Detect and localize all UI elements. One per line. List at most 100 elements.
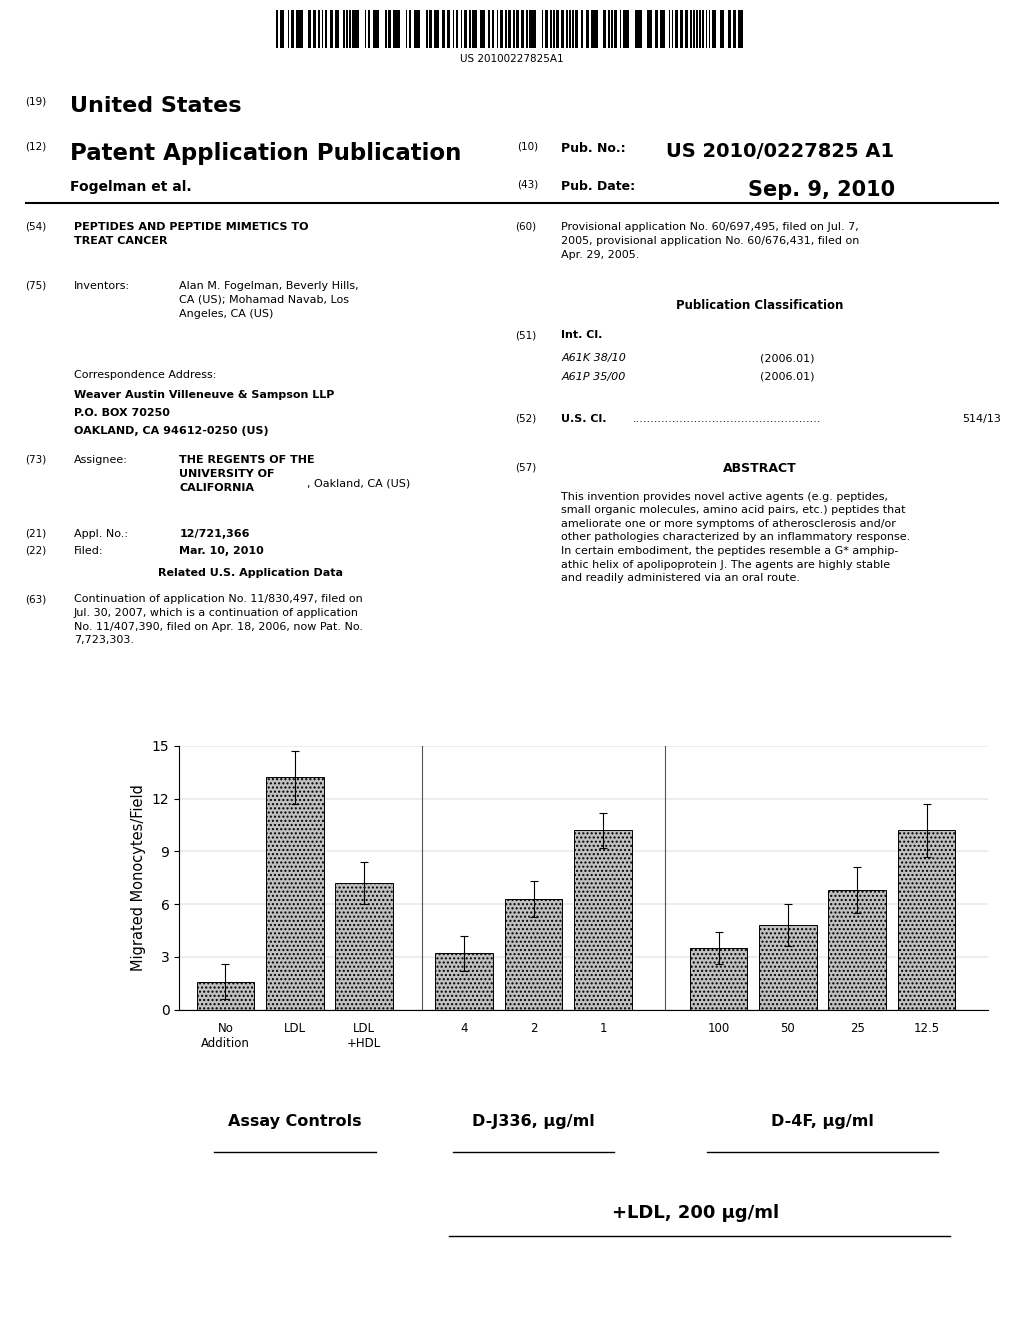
Text: (12): (12): [26, 143, 47, 152]
Text: Mar. 10, 2010: Mar. 10, 2010: [179, 545, 264, 556]
Bar: [414, 9, 421, 48]
Text: 100: 100: [708, 1022, 730, 1035]
Bar: [575, 9, 579, 48]
Text: 4: 4: [461, 1022, 468, 1035]
Bar: [505, 899, 562, 1010]
Text: (21): (21): [26, 528, 47, 539]
Bar: [492, 9, 495, 48]
Bar: [266, 777, 324, 1010]
Text: Alan M. Fogelman, Beverly Hills,
CA (US); Mohamad Navab, Los
Angeles, CA (US): Alan M. Fogelman, Beverly Hills, CA (US)…: [179, 281, 358, 319]
Text: United States: United States: [70, 96, 241, 116]
Text: +LDL, 200 μg/ml: +LDL, 200 μg/ml: [611, 1204, 779, 1222]
Text: Appl. No.:: Appl. No.:: [74, 528, 128, 539]
Bar: [647, 9, 651, 48]
Bar: [690, 9, 692, 48]
Bar: [669, 9, 671, 48]
Text: (51): (51): [515, 330, 537, 341]
Text: Assignee:: Assignee:: [74, 454, 128, 465]
Bar: [526, 9, 528, 48]
Bar: [409, 9, 412, 48]
Bar: [635, 9, 642, 48]
Bar: [480, 9, 484, 48]
Text: Fogelman et al.: Fogelman et al.: [70, 180, 191, 194]
Text: Continuation of application No. 11/830,497, filed on
Jul. 30, 2007, which is a c: Continuation of application No. 11/830,4…: [74, 594, 362, 645]
Bar: [472, 9, 476, 48]
Bar: [322, 9, 324, 48]
Bar: [335, 883, 393, 1010]
Bar: [385, 9, 387, 48]
Text: 12/721,366: 12/721,366: [179, 528, 250, 539]
Bar: [447, 9, 451, 48]
Text: Assay Controls: Assay Controls: [228, 1114, 361, 1129]
Text: US 2010/0227825 A1: US 2010/0227825 A1: [666, 143, 894, 161]
Bar: [586, 9, 589, 48]
Text: (57): (57): [515, 462, 537, 473]
Bar: [675, 9, 678, 48]
Bar: [456, 9, 459, 48]
Bar: [685, 9, 688, 48]
Bar: [611, 9, 613, 48]
Bar: [689, 948, 748, 1010]
Text: Inventors:: Inventors:: [74, 281, 130, 290]
Bar: [346, 9, 348, 48]
Text: Weaver Austin Villeneuve & Sampson LLP: Weaver Austin Villeneuve & Sampson LLP: [74, 391, 334, 400]
Bar: [696, 9, 698, 48]
Bar: [569, 9, 571, 48]
Bar: [464, 9, 467, 48]
Bar: [550, 9, 552, 48]
Bar: [521, 9, 524, 48]
Bar: [426, 9, 428, 48]
Text: Pub. No.:: Pub. No.:: [561, 143, 626, 154]
Text: 50: 50: [780, 1022, 796, 1035]
Text: No
Addition: No Addition: [201, 1022, 250, 1049]
Bar: [388, 9, 391, 48]
Bar: [529, 9, 537, 48]
Text: U.S. Cl.: U.S. Cl.: [561, 414, 606, 424]
Bar: [728, 9, 731, 48]
Text: (54): (54): [26, 222, 47, 232]
Bar: [660, 9, 665, 48]
Bar: [733, 9, 736, 48]
Bar: [335, 9, 339, 48]
Bar: [603, 9, 606, 48]
Bar: [699, 9, 701, 48]
Bar: [393, 9, 400, 48]
Bar: [545, 9, 548, 48]
Bar: [461, 9, 463, 48]
Text: (10): (10): [517, 143, 539, 152]
Bar: [608, 9, 610, 48]
Bar: [500, 9, 503, 48]
Bar: [308, 9, 311, 48]
Text: ....................................................: ........................................…: [633, 414, 821, 424]
Bar: [488, 9, 490, 48]
Text: LDL: LDL: [284, 1022, 306, 1035]
Bar: [508, 9, 511, 48]
Text: (2006.01): (2006.01): [760, 372, 814, 381]
Bar: [313, 9, 316, 48]
Bar: [614, 9, 617, 48]
Bar: [343, 9, 345, 48]
Text: (60): (60): [515, 222, 537, 232]
Text: 25: 25: [850, 1022, 864, 1035]
Bar: [442, 9, 445, 48]
Bar: [680, 9, 683, 48]
Bar: [453, 9, 455, 48]
Bar: [581, 9, 584, 48]
Text: , Oakland, CA (US): , Oakland, CA (US): [307, 478, 411, 488]
Bar: [330, 9, 333, 48]
Bar: [672, 9, 674, 48]
Bar: [288, 9, 290, 48]
Text: (43): (43): [517, 180, 539, 190]
Text: A61K 38/10: A61K 38/10: [561, 354, 626, 363]
Bar: [623, 9, 630, 48]
Bar: [702, 9, 705, 48]
Text: (19): (19): [26, 96, 47, 106]
Bar: [828, 890, 886, 1010]
Text: US 20100227825A1: US 20100227825A1: [460, 54, 564, 63]
Bar: [738, 9, 742, 48]
Text: D-4F, μg/ml: D-4F, μg/ml: [771, 1114, 873, 1129]
Bar: [368, 9, 371, 48]
Bar: [693, 9, 695, 48]
Text: THE REGENTS OF THE
UNIVERSITY OF
CALIFORNIA: THE REGENTS OF THE UNIVERSITY OF CALIFOR…: [179, 454, 314, 492]
Text: Filed:: Filed:: [74, 545, 103, 556]
